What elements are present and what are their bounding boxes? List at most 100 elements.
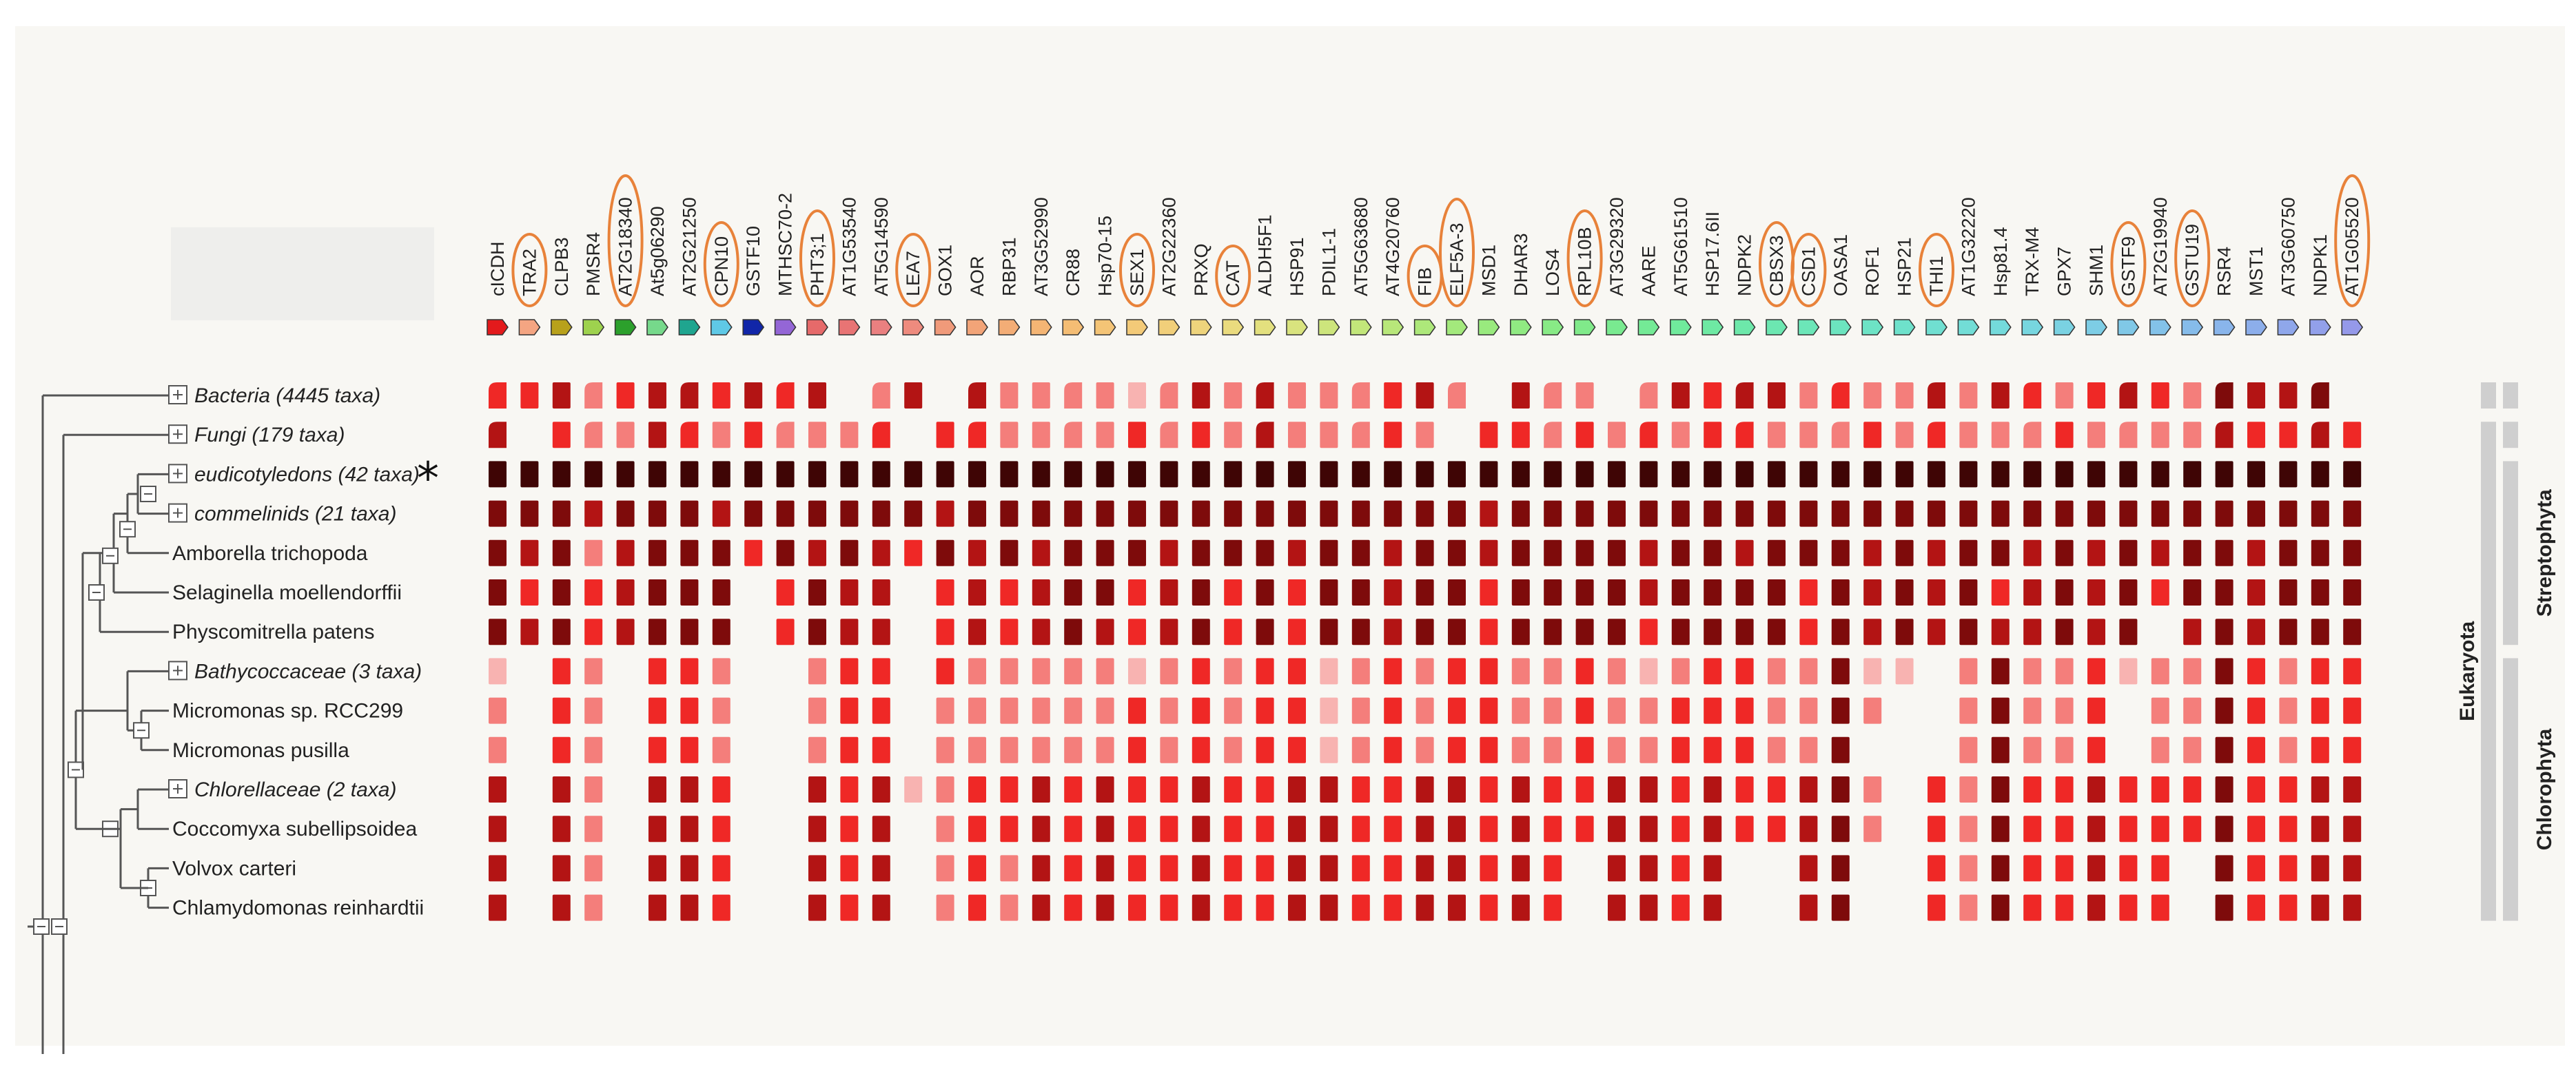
matrix-cell <box>744 461 763 488</box>
matrix-cell <box>1768 697 1786 724</box>
matrix-cell <box>712 658 730 685</box>
matrix-cell <box>1384 579 1402 606</box>
matrix-cell <box>1288 539 1306 566</box>
matrix-cell <box>2311 579 2329 606</box>
matrix-cell <box>1320 776 1338 803</box>
gene-label: PHT3;1 <box>807 233 828 296</box>
matrix-cell <box>2055 382 2074 409</box>
matrix-cell <box>1064 382 1083 409</box>
matrix-cell <box>840 461 859 488</box>
matrix-cell <box>1831 736 1850 763</box>
matrix-cell <box>808 776 826 803</box>
matrix-cell <box>520 500 539 527</box>
matrix-cell <box>1575 461 1594 488</box>
matrix-cell <box>1831 697 1850 724</box>
matrix-cell <box>1959 461 1978 488</box>
matrix-cell <box>1575 579 1594 606</box>
matrix-cell <box>2215 382 2233 409</box>
matrix-cell <box>552 894 571 921</box>
matrix-cell <box>968 736 986 763</box>
matrix-cell <box>2343 894 2362 921</box>
gene-highlight-circle <box>511 233 548 307</box>
matrix-cell <box>1928 855 1945 882</box>
gene-label: AT3G60750 <box>2278 197 2298 296</box>
matrix-cell <box>1256 816 1274 843</box>
matrix-cell <box>584 461 603 488</box>
matrix-cell <box>1288 658 1306 685</box>
matrix-cell <box>1224 422 1243 448</box>
matrix-cell <box>2247 539 2265 566</box>
matrix-cell <box>1959 539 1978 566</box>
matrix-cell <box>1799 658 1818 685</box>
matrix-cell <box>1735 579 1754 606</box>
matrix-cell <box>1256 736 1274 763</box>
matrix-cell <box>1032 579 1050 606</box>
gene-label: CR88 <box>1063 249 1083 296</box>
matrix-cell <box>1544 855 1562 882</box>
matrix-cell <box>2151 658 2169 685</box>
matrix-cell <box>1192 500 1210 527</box>
matrix-cell <box>2247 619 2265 646</box>
matrix-cell <box>520 461 539 488</box>
gene-arrow-icon <box>1158 319 1180 335</box>
matrix-cell <box>1320 736 1338 763</box>
gene-label: HSP17.6II <box>1702 211 1723 296</box>
matrix-cell <box>2055 816 2074 843</box>
matrix-cell <box>936 500 954 527</box>
matrix-cell <box>2151 894 2169 921</box>
gene-arrow-icon <box>2053 319 2076 335</box>
matrix-cell <box>1768 619 1786 646</box>
gene-arrow-icon <box>1925 319 1948 335</box>
taxon-label: Bathycoccaceae (3 taxa) <box>194 660 422 683</box>
matrix-cell <box>1032 500 1050 527</box>
gene-label: NDPK1 <box>2310 234 2331 296</box>
gene-label: AT1G32220 <box>1958 197 1979 296</box>
matrix-cell <box>1768 461 1786 488</box>
matrix-cell <box>1224 736 1243 763</box>
matrix-cell <box>968 776 986 803</box>
matrix-cell <box>1768 422 1786 448</box>
matrix-cell <box>808 579 826 606</box>
matrix-cell <box>1991 579 2010 606</box>
gene-label: PMSR4 <box>583 232 604 296</box>
matrix-cell <box>1320 461 1338 488</box>
matrix-cell <box>1192 697 1210 724</box>
matrix-cell <box>1639 500 1658 527</box>
matrix-cell <box>1384 736 1402 763</box>
gene-arrow-icon <box>2341 319 2364 335</box>
matrix-cell <box>1384 855 1402 882</box>
taxon-label: Physcomitrella patens <box>172 621 374 643</box>
matrix-cell <box>520 382 539 409</box>
matrix-cell <box>2215 697 2233 724</box>
matrix-cell <box>2183 619 2202 646</box>
matrix-cell <box>1128 776 1146 803</box>
gene-label: AOR <box>967 256 988 296</box>
matrix-cell <box>1288 816 1306 843</box>
gene-label: LOS4 <box>1542 249 1563 296</box>
matrix-cell <box>1511 736 1530 763</box>
matrix-cell <box>2023 422 2042 448</box>
matrix-cell <box>616 619 635 646</box>
gene-arrow-icon <box>2149 319 2171 335</box>
matrix-cell <box>1384 539 1402 566</box>
matrix-cell <box>584 736 603 763</box>
matrix-cell <box>2279 894 2298 921</box>
matrix-cell <box>2279 776 2298 803</box>
gene-arrow-icon <box>1606 319 1628 335</box>
matrix-cell <box>648 619 666 646</box>
matrix-cell <box>1831 776 1850 803</box>
matrix-cell <box>1704 855 1722 882</box>
matrix-cell <box>1735 776 1754 803</box>
matrix-cell <box>1128 816 1146 843</box>
matrix-cell <box>2087 658 2105 685</box>
matrix-cell <box>2151 776 2169 803</box>
gene-arrow-icon <box>1318 319 1340 335</box>
matrix-cell <box>712 816 730 843</box>
matrix-cell <box>489 461 507 488</box>
gene-label: GSTU19 <box>2182 224 2202 296</box>
matrix-cell <box>968 579 986 606</box>
matrix-cell <box>489 697 507 724</box>
matrix-cell <box>1991 697 2010 724</box>
matrix-cell <box>2183 461 2202 488</box>
matrix-cell <box>648 816 666 843</box>
